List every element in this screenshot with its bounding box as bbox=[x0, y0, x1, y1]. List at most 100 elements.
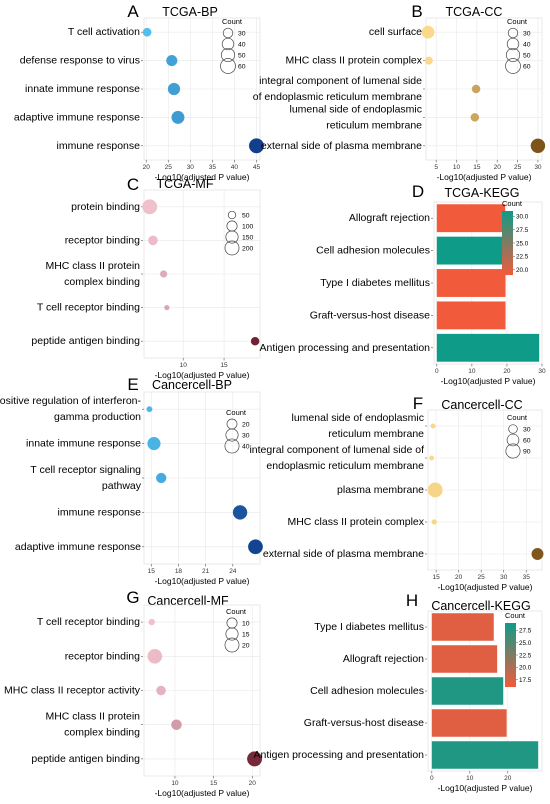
category-label: T cell receptor signaling bbox=[30, 464, 141, 476]
data-point bbox=[148, 618, 155, 626]
legend-title: Count bbox=[505, 611, 526, 620]
category-label: Cell adhesion molecules bbox=[316, 245, 430, 257]
panel-letter: E bbox=[127, 375, 138, 394]
legend-size-label: 30 bbox=[242, 433, 250, 440]
x-tick-label: 35 bbox=[523, 574, 531, 581]
color-tick-label: 22.5 bbox=[519, 652, 532, 659]
data-point bbox=[250, 336, 260, 346]
x-tick-label: 20 bbox=[503, 368, 511, 375]
data-point bbox=[164, 304, 170, 311]
panel-title: Cancercell-KEGG bbox=[431, 599, 530, 613]
color-tick-label: 27.5 bbox=[519, 628, 532, 635]
data-point bbox=[431, 519, 437, 525]
panel-letter: G bbox=[126, 588, 139, 607]
panel-title: TCGA-MF bbox=[157, 177, 214, 191]
bar bbox=[431, 709, 507, 737]
category-label: reticulum membrane bbox=[328, 428, 424, 440]
bar bbox=[436, 269, 506, 297]
data-point bbox=[424, 56, 433, 65]
x-axis-label: -Log10(adjusted P value) bbox=[437, 172, 532, 182]
panel-title: Cancercell-BP bbox=[152, 378, 232, 392]
size-legend: Count 30 40 50 60 bbox=[505, 17, 531, 74]
panel-title: Cancercell-CC bbox=[441, 398, 522, 412]
data-point bbox=[530, 138, 546, 154]
data-point bbox=[147, 648, 163, 664]
category-label: MHC class II protein complex bbox=[285, 55, 422, 67]
bar bbox=[436, 301, 506, 330]
x-tick-label: 5 bbox=[434, 164, 438, 171]
legend-size-label: 150 bbox=[242, 235, 254, 242]
x-tick-label: 25 bbox=[165, 164, 173, 171]
x-tick-label: 30 bbox=[534, 164, 542, 171]
data-point bbox=[171, 110, 185, 124]
bar bbox=[436, 333, 540, 362]
x-axis-label: -Log10(adjusted P value) bbox=[155, 788, 250, 798]
x-tick-label: 45 bbox=[253, 164, 261, 171]
data-point bbox=[427, 482, 443, 498]
x-tick-label: 30 bbox=[538, 368, 546, 375]
category-label: T cell receptor binding bbox=[37, 302, 140, 314]
panel-title: Cancercell-MF bbox=[147, 594, 229, 608]
category-label: Cell adhesion molecules bbox=[310, 685, 424, 697]
data-point bbox=[142, 27, 152, 37]
panel-title: TCGA-CC bbox=[446, 5, 503, 19]
legend-size-label: 60 bbox=[238, 64, 246, 71]
category-label: T cell activation bbox=[68, 26, 140, 38]
panel-letter: H bbox=[406, 591, 418, 610]
legend-size-label: 90 bbox=[523, 449, 531, 456]
legend-size-label: 20 bbox=[242, 422, 250, 429]
color-tick-label: 22.5 bbox=[516, 254, 529, 261]
panel-letter: F bbox=[413, 394, 423, 413]
x-tick-label: 15 bbox=[220, 362, 228, 369]
category-label: immune response bbox=[57, 140, 141, 152]
x-tick-label: 10 bbox=[453, 164, 461, 171]
category-label: external side of plasma membrane bbox=[261, 140, 422, 152]
x-tick-label: 20 bbox=[455, 574, 463, 581]
panel-letter: D bbox=[412, 182, 424, 201]
panel-e: E Cancercell-BP 15 18 21 24-Log10(adjusted P … bbox=[0, 375, 263, 586]
data-point bbox=[471, 84, 481, 94]
x-tick-label: 30 bbox=[187, 164, 195, 171]
color-tick-label: 25.0 bbox=[516, 240, 529, 247]
category-label: immune response bbox=[58, 506, 142, 518]
legend-size-label: 20 bbox=[242, 643, 250, 650]
legend-size-label: 100 bbox=[242, 224, 254, 231]
data-point bbox=[232, 505, 248, 520]
x-axis-label: -Log10(adjusted P value) bbox=[155, 370, 250, 380]
legend-size-circle bbox=[505, 47, 521, 63]
legend-title: Count bbox=[226, 408, 247, 417]
legend-size-label: 60 bbox=[523, 64, 531, 71]
category-label: T cell receptor binding bbox=[37, 616, 140, 628]
legend-size-circle bbox=[221, 37, 235, 51]
legend-size-label: 30 bbox=[238, 31, 246, 38]
data-point bbox=[166, 55, 178, 67]
size-legend: Count 20 30 40 bbox=[224, 408, 250, 454]
x-tick-label: 15 bbox=[432, 574, 440, 581]
legend-size-circle bbox=[224, 240, 240, 256]
size-legend: Count 30 60 90 bbox=[505, 413, 531, 459]
color-tick-label: 27.5 bbox=[516, 227, 529, 234]
panel-letter: A bbox=[127, 2, 139, 21]
legend-size-circle bbox=[220, 58, 236, 74]
x-tick-label: 10 bbox=[468, 368, 476, 375]
color-tick-label: 20.0 bbox=[519, 665, 532, 672]
category-label: external side of plasma membrane bbox=[263, 548, 424, 560]
data-point bbox=[171, 719, 182, 730]
data-point bbox=[470, 113, 480, 122]
x-tick-label: 0 bbox=[430, 775, 434, 782]
legend-size-circle bbox=[505, 443, 521, 459]
color-tick-label: 20.0 bbox=[516, 267, 529, 274]
category-label: receptor binding bbox=[65, 650, 140, 662]
x-tick-label: 25 bbox=[514, 164, 522, 171]
category-label: reticulum membrane bbox=[326, 119, 422, 131]
x-axis-label: -Log10(adjusted P value) bbox=[155, 576, 250, 586]
color-tick-label: 25.0 bbox=[519, 640, 532, 647]
data-point bbox=[247, 751, 263, 767]
data-point bbox=[147, 437, 161, 451]
legend-size-circle bbox=[225, 627, 239, 641]
x-tick-label: 30 bbox=[500, 574, 508, 581]
panel-f: F Cancercell-CC 15 20 25 30 35-Log10(adjusted … bbox=[249, 394, 544, 592]
category-label: lumenal side of endoplasmic bbox=[290, 103, 423, 115]
legend-size-label: 50 bbox=[523, 53, 531, 60]
